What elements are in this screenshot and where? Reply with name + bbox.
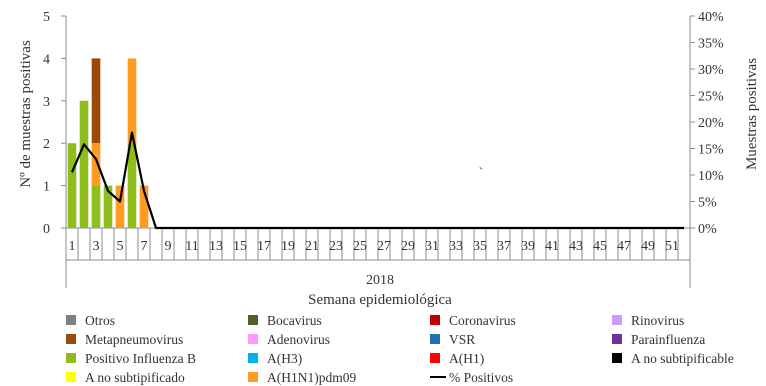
legend-item: Coronavirus [449, 313, 516, 328]
x-tick-label: 39 [521, 239, 535, 254]
legend-swatch [430, 353, 440, 363]
legend-swatch [430, 315, 440, 325]
x-tick-label: 29 [401, 239, 415, 254]
x-tick-label: 51 [665, 239, 679, 254]
y2-tick-label: 25% [698, 90, 724, 105]
x-tick-label: 11 [185, 239, 198, 254]
legend-swatch [66, 372, 76, 382]
y2-axis-title: Muestras positivas [744, 58, 760, 170]
legend-swatch [248, 334, 258, 344]
x-tick-label: 27 [377, 239, 391, 254]
x-tick-label: 43 [569, 239, 583, 254]
bar [67, 143, 77, 228]
x-axis-title: Semana epidemiológica [308, 292, 452, 308]
bar [127, 58, 137, 144]
y2-tick-label: 35% [698, 37, 724, 52]
x-tick-label: 45 [593, 239, 607, 254]
legend-swatch [66, 353, 76, 363]
bar [115, 185, 125, 228]
legend-swatch [612, 353, 622, 363]
x-tick-label: 31 [425, 239, 439, 254]
legend-item: A(H1) [449, 351, 484, 366]
bar [139, 185, 149, 228]
bar [91, 58, 101, 144]
legend-item: Positivo Influenza B [85, 351, 196, 366]
legend-item: Metapneumovirus [85, 332, 183, 347]
legend-item: Rinovirus [631, 313, 684, 328]
y-axis-title: Nº de muestras positivas [18, 40, 34, 188]
x-tick-label: 49 [641, 239, 655, 254]
legend-item: % Positivos [449, 370, 513, 385]
legend-item: A(H3) [267, 351, 302, 366]
legend-swatch [248, 315, 258, 325]
x-tick-label: 37 [497, 239, 511, 254]
legend-item: Parainfluenza [631, 332, 705, 347]
x-tick-label: 15 [233, 239, 247, 254]
y2-tick-label: 0% [698, 222, 717, 237]
x-tick-label: 17 [257, 239, 271, 254]
legend: Otros Bocavirus Coronavirus Rinovirus Metapn… [66, 313, 734, 385]
bar [103, 185, 113, 228]
legend-item: VSR [449, 332, 475, 347]
x-tick-label: 19 [281, 239, 295, 254]
bar [127, 143, 137, 228]
y-tick-label: 2 [43, 137, 50, 152]
labels-group: 2018 Semana epidemiológica Nº de muestra… [18, 40, 760, 308]
legend-swatch [66, 315, 76, 325]
y2-tick-label: 30% [698, 63, 724, 78]
x-tick-label: 9 [165, 239, 172, 254]
y-tick-label: 5 [43, 10, 50, 25]
legend-swatch [430, 334, 440, 344]
y-tick-label: 0 [43, 222, 50, 237]
legend-item: Bocavirus [267, 313, 322, 328]
bars-group [67, 58, 149, 228]
x-tick-label: 13 [209, 239, 223, 254]
x-tick-label: 41 [545, 239, 559, 254]
line-group [70, 131, 684, 230]
x-tick-label: 25 [353, 239, 367, 254]
legend-swatch [612, 315, 622, 325]
y2-tick-label: 15% [698, 143, 724, 158]
line-positivos [70, 131, 684, 230]
legend-swatch [248, 372, 258, 382]
legend-item: Otros [85, 313, 115, 328]
legend-item: A no subtipificable [631, 351, 734, 366]
y-tick-label: 1 [43, 180, 50, 195]
y2-tick-label: 20% [698, 116, 724, 131]
x-tick-label: 5 [117, 239, 124, 254]
legend-swatch [66, 334, 76, 344]
legend-item: Adenovirus [267, 332, 330, 347]
x-tick-label: 35 [473, 239, 487, 254]
x-tick-label: 23 [329, 239, 343, 254]
legend-swatch [248, 353, 258, 363]
y2-tick-label: 5% [698, 196, 717, 211]
x-group-label: 2018 [366, 273, 394, 288]
y2-tick-label: 10% [698, 169, 724, 184]
bar [91, 143, 101, 186]
x-tick-label: 21 [305, 239, 319, 254]
bar [79, 100, 89, 228]
legend-swatch [612, 334, 622, 344]
y2-tick-label: 40% [698, 10, 724, 25]
x-tick-label: 47 [617, 239, 631, 254]
x-tick-label: 3 [93, 239, 100, 254]
y-tick-label: 3 [43, 95, 50, 110]
annotation-mark: ` [479, 166, 484, 181]
bar [91, 185, 101, 228]
x-tick-label: 1 [69, 239, 76, 254]
x-tick-label: 7 [141, 239, 148, 254]
y-tick-label: 4 [43, 52, 50, 67]
x-tick-label: 33 [449, 239, 463, 254]
legend-item: A no subtipificado [85, 370, 185, 385]
legend-item: A(H1N1)pdm09 [267, 370, 356, 385]
